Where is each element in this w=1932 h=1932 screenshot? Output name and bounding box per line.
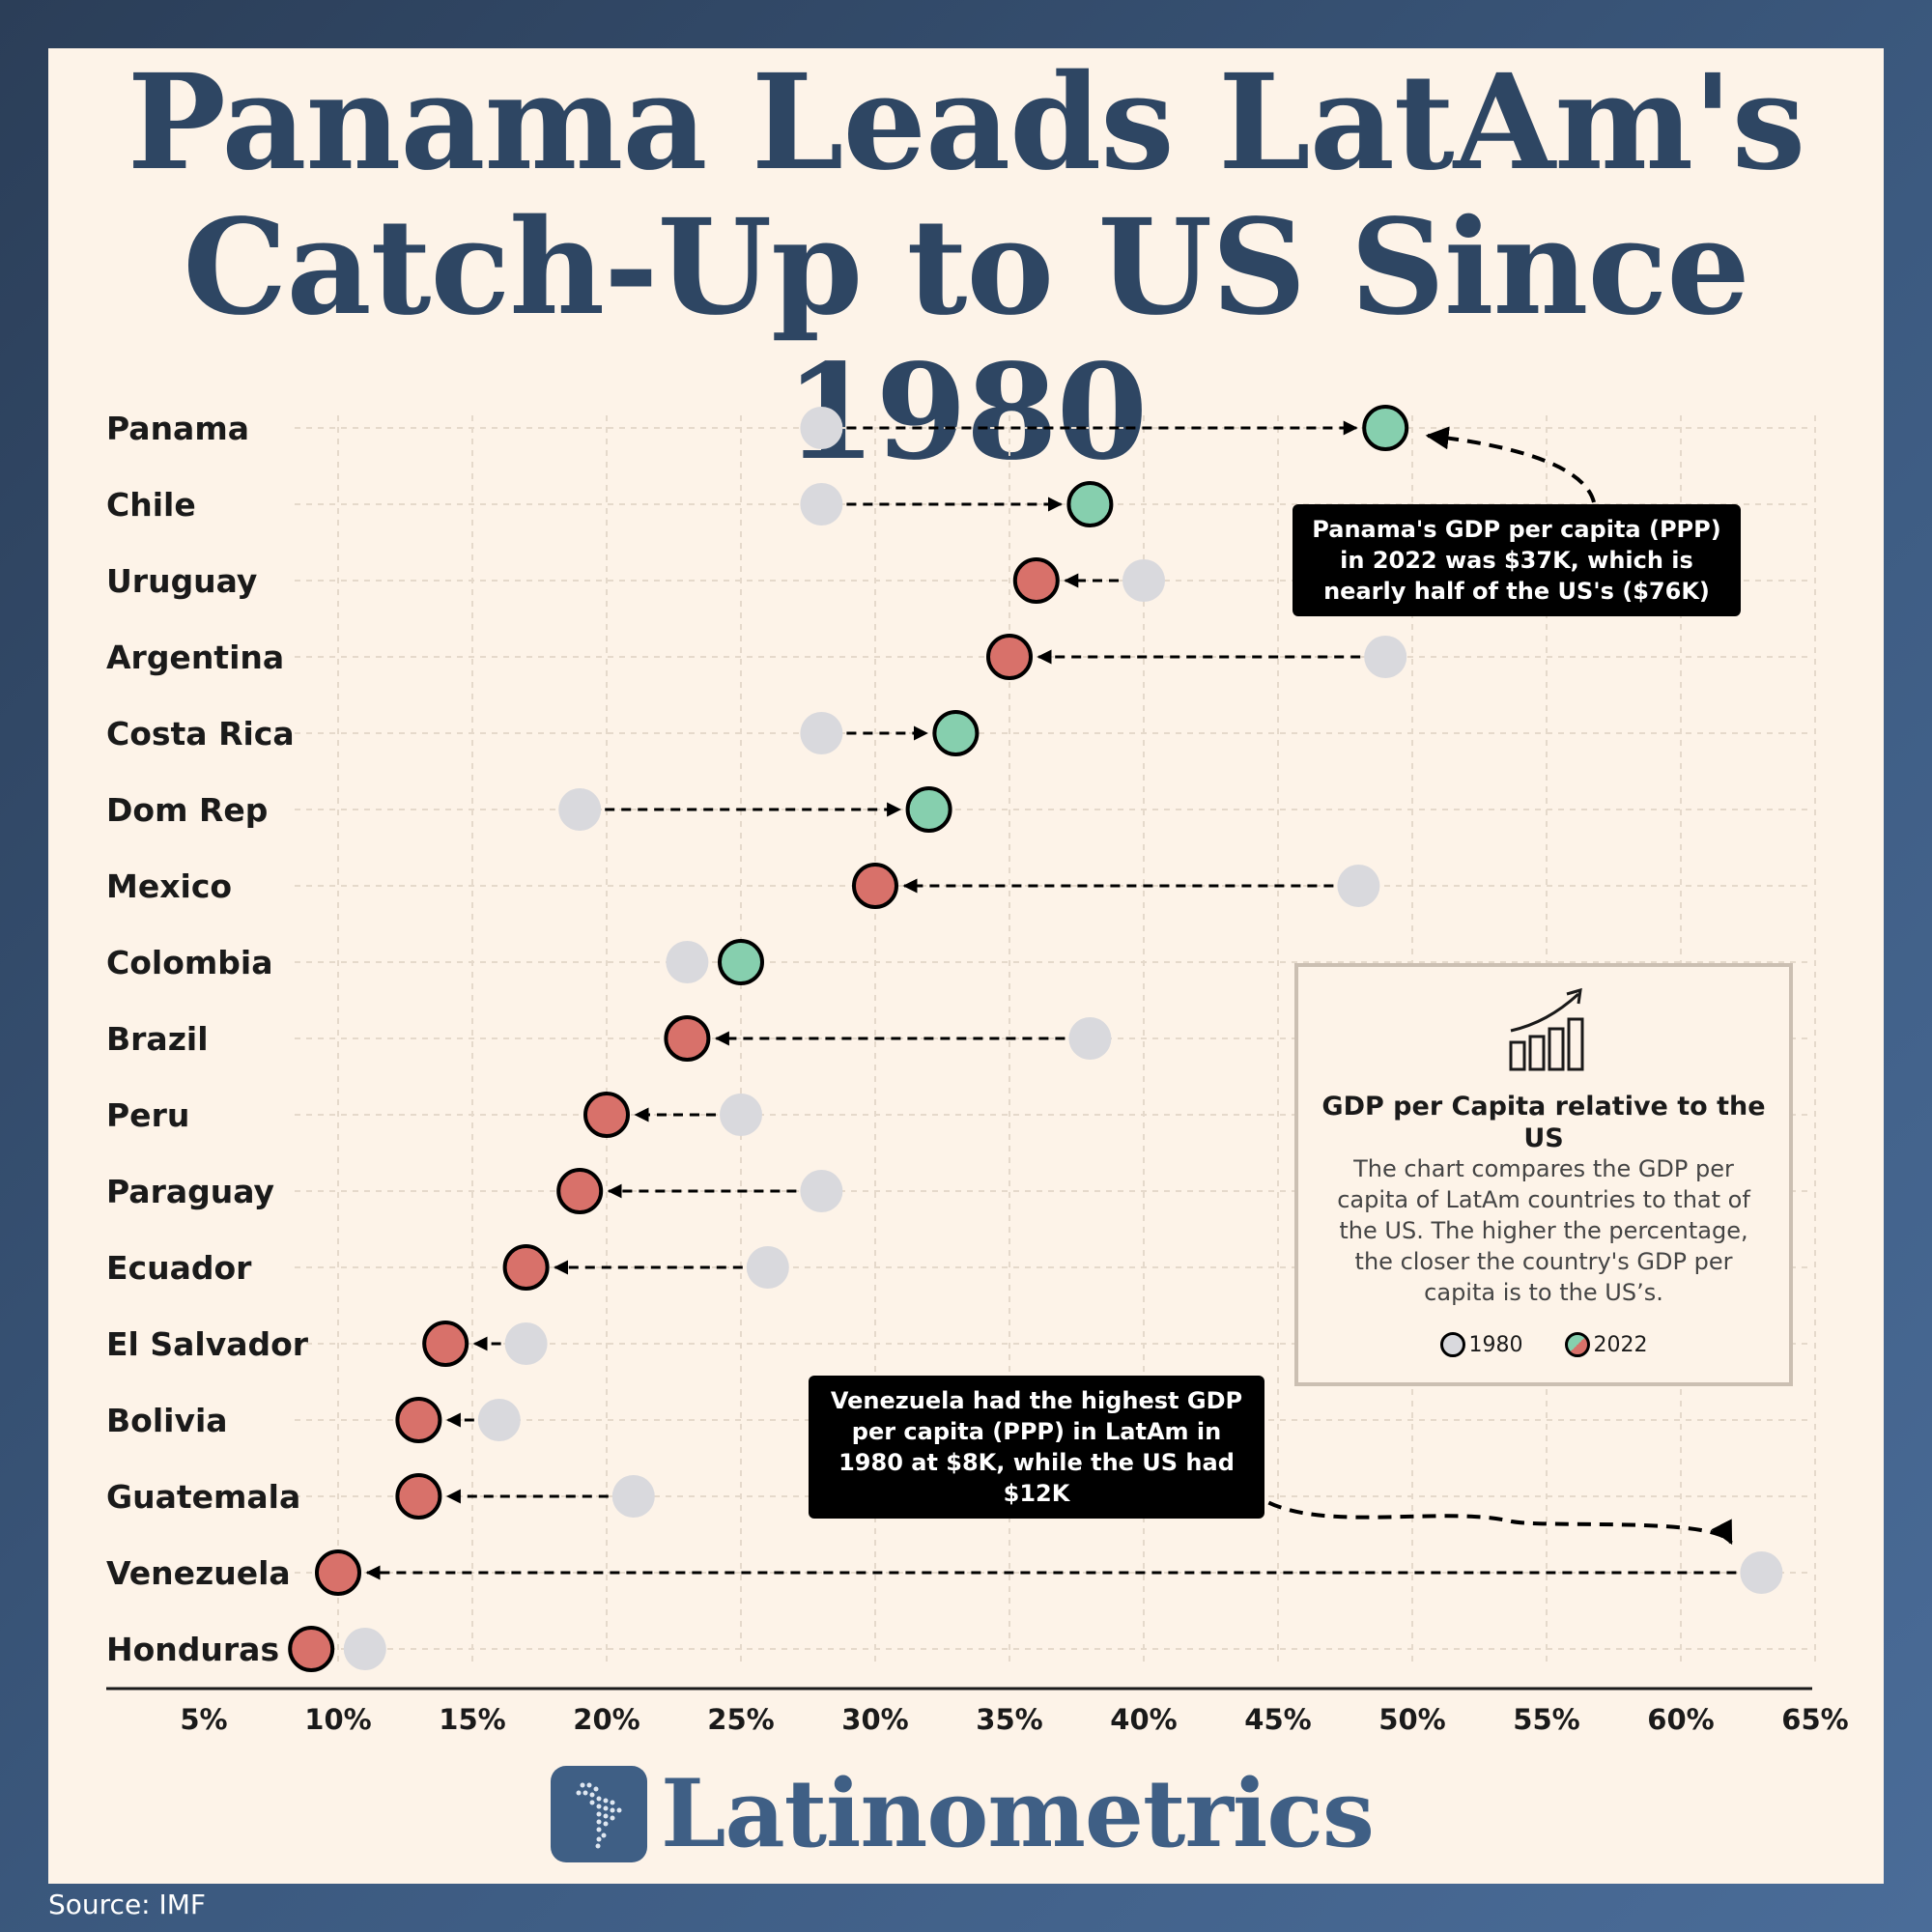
x-tick-label: 55% xyxy=(1513,1703,1579,1736)
x-tick-label: 15% xyxy=(439,1703,505,1736)
dot-1980 xyxy=(343,1628,386,1670)
country-label: Uruguay xyxy=(106,562,257,600)
dot-1980 xyxy=(746,1246,789,1289)
brand-name: Latinometrics xyxy=(661,1759,1375,1868)
brand: Latinometrics xyxy=(551,1759,1375,1868)
dot-1980 xyxy=(800,407,843,449)
dot-2022 xyxy=(1362,405,1409,451)
dot-1980 xyxy=(800,1170,843,1212)
dot-1980 xyxy=(1740,1551,1783,1594)
venezuela-annotation: Venezuela had the highest GDP per capita… xyxy=(809,1376,1264,1519)
dot-1980 xyxy=(1068,1017,1112,1060)
x-tick-label: 50% xyxy=(1378,1703,1445,1736)
country-label: Mexico xyxy=(106,867,232,905)
country-label: Honduras xyxy=(106,1631,279,1668)
country-label: Ecuador xyxy=(106,1249,252,1287)
venezuela-annotation-arrow xyxy=(1235,1472,1733,1546)
dot-1980 xyxy=(800,712,843,754)
legend-title: GDP per Capita relative to the US xyxy=(1321,1092,1766,1153)
dot-1980 xyxy=(1337,865,1380,907)
country-label: Costa Rica xyxy=(106,715,295,753)
dot-2022 xyxy=(852,863,898,909)
dot-1980 xyxy=(1122,559,1165,602)
data-rows xyxy=(288,405,1783,1672)
country-label: Brazil xyxy=(106,1020,209,1058)
x-tick-label: 45% xyxy=(1244,1703,1311,1736)
legend-label-1980: 1980 xyxy=(1468,1332,1523,1357)
dot-1980 xyxy=(558,788,602,831)
dot-1980 xyxy=(720,1094,762,1136)
x-tick-label: 20% xyxy=(573,1703,639,1736)
country-label: Panama xyxy=(106,410,249,447)
x-tick-label: 5% xyxy=(180,1703,227,1736)
legend-description: The chart compares the GDP per capita of… xyxy=(1337,1155,1750,1306)
legend-key-2022: 2022 xyxy=(1564,1332,1648,1357)
country-label: Paraguay xyxy=(106,1173,274,1210)
legend-key-1980: 1980 xyxy=(1439,1332,1523,1357)
x-tick-label: 10% xyxy=(304,1703,371,1736)
country-label: Argentina xyxy=(106,639,284,676)
dot-2022 xyxy=(932,710,980,756)
chart-growth-icon xyxy=(1509,987,1584,1071)
source-note: Source: IMF xyxy=(48,1889,207,1920)
panama-annotation: Panama's GDP per capita (PPP) in 2022 wa… xyxy=(1293,504,1741,616)
country-label: El Salvador xyxy=(106,1325,309,1363)
x-tick-label: 40% xyxy=(1110,1703,1177,1736)
legend-box: GDP per Capita relative to the US The ch… xyxy=(1294,963,1793,1386)
dot-2022 xyxy=(422,1321,469,1367)
country-label: Chile xyxy=(106,486,196,524)
dot-2022 xyxy=(288,1626,335,1672)
dot-1980 xyxy=(504,1322,548,1365)
dot-1980 xyxy=(477,1399,521,1441)
panama-annotation-arrow xyxy=(1425,426,1596,503)
dot-2022 xyxy=(315,1549,361,1596)
dot-2022 xyxy=(718,939,764,985)
latam-map-icon xyxy=(551,1766,647,1862)
dot-2022 xyxy=(395,1397,442,1443)
dot-2022 xyxy=(556,1168,604,1214)
dot-1980 xyxy=(611,1475,655,1518)
country-label: Peru xyxy=(106,1096,189,1134)
legend-dot-2022 xyxy=(1564,1332,1590,1357)
chart-title-line1: Panama Leads LatAm's xyxy=(127,45,1806,200)
dot-1980 xyxy=(800,483,843,526)
legend-dot-1980 xyxy=(1439,1332,1465,1357)
dot-2022 xyxy=(1012,557,1060,604)
x-tick-label: 65% xyxy=(1781,1703,1848,1736)
country-label: Colombia xyxy=(106,944,272,981)
country-label: Guatemala xyxy=(106,1478,300,1516)
chart-title-line2: Catch-Up to US Since 1980 xyxy=(183,190,1750,490)
country-label: Dom Rep xyxy=(106,791,268,829)
dot-2022 xyxy=(986,634,1033,680)
dot-2022 xyxy=(905,786,952,833)
x-tick-label: 60% xyxy=(1647,1703,1714,1736)
x-tick-label: 30% xyxy=(841,1703,908,1736)
x-tick-label: 25% xyxy=(707,1703,774,1736)
dot-2022 xyxy=(395,1473,442,1520)
dot-2022 xyxy=(1066,481,1114,527)
dot-1980 xyxy=(666,941,709,983)
legend-key: 1980 2022 xyxy=(1298,1332,1789,1363)
dot-2022 xyxy=(583,1092,630,1138)
dot-1980 xyxy=(1364,636,1407,678)
x-tick-label: 35% xyxy=(976,1703,1042,1736)
x-axis-ticks: 5% 10% 15% 20% 25% 30% 35% 40% 45% 50% 55% 60% 65% xyxy=(180,1703,1848,1736)
country-label: Venezuela xyxy=(106,1554,291,1592)
dot-2022 xyxy=(664,1015,711,1062)
country-labels: Panama Chile Uruguay Argentina Costa Rica Dom… xyxy=(106,410,309,1668)
legend-label-2022: 2022 xyxy=(1593,1332,1648,1357)
country-label: Bolivia xyxy=(106,1402,228,1439)
dot-2022 xyxy=(502,1244,550,1291)
